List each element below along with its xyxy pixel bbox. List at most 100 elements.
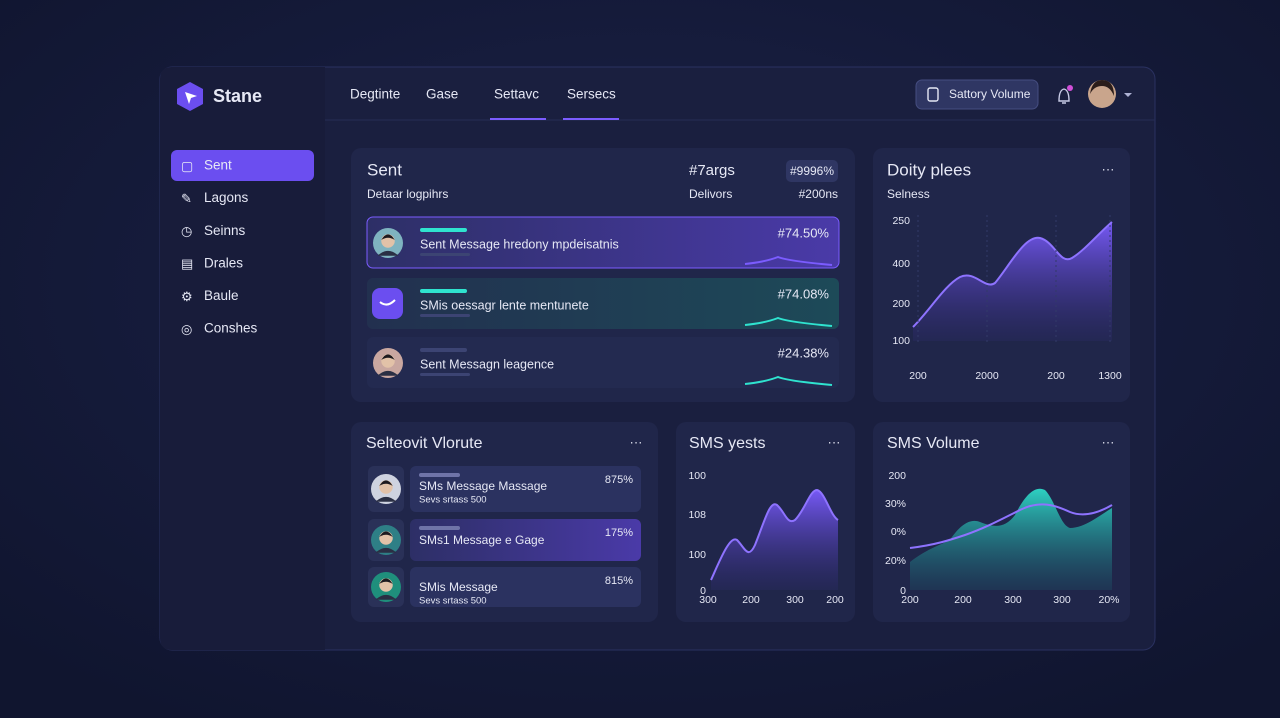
x-tick-label: 300 [1053, 594, 1071, 606]
sent-row[interactable] [366, 216, 840, 269]
nav-tab[interactable]: Gase [426, 87, 458, 102]
row-value: 875% [605, 474, 633, 486]
y-tick-label: 0 [900, 585, 906, 597]
card-title: Doity plees [887, 160, 971, 179]
notification-dot [1067, 85, 1073, 91]
y-tick-label: 100 [688, 470, 706, 482]
nav-tab[interactable]: Degtinte [350, 87, 400, 102]
y-tick-label: 0 [700, 585, 706, 597]
row-subtext: Sevs srtass 500 [419, 495, 487, 506]
row-text: SMs Message Massage [419, 479, 547, 493]
row-bar [420, 289, 467, 293]
nav-tab[interactable]: Sersecs [567, 87, 616, 102]
avatar-body [375, 594, 397, 600]
card-subtitle: Selness [887, 187, 930, 201]
y-tick-label: 30% [885, 498, 906, 510]
y-tick-label: 200 [888, 470, 906, 482]
x-tick-label: 1300 [1098, 370, 1122, 382]
avatar-body [375, 547, 397, 553]
y-tick-label: 200 [892, 298, 910, 310]
volume-button[interactable] [915, 79, 1039, 110]
card-menu[interactable]: ··· [828, 434, 841, 449]
row-bar-sub [420, 373, 470, 376]
card-title: SMS Volume [887, 435, 980, 452]
area-line [912, 221, 1113, 328]
row-value: 815% [605, 575, 633, 587]
sent-row[interactable] [367, 278, 839, 329]
column-title: #7args [689, 162, 735, 179]
sidebar-icon: ✎ [181, 191, 192, 206]
row-text: Sent Messagn leagence [420, 357, 554, 371]
sidebar-item-active[interactable] [171, 150, 314, 181]
x-tick-label: 200 [742, 594, 760, 606]
y-tick-label: 0% [891, 526, 906, 538]
row-value: #74.08% [778, 286, 830, 301]
button-label: Sattory Volume [949, 87, 1031, 101]
badge-subtitle: #200ns [799, 187, 838, 201]
row-text: SMis Message [419, 580, 498, 594]
card-menu[interactable]: ··· [1102, 434, 1115, 449]
row-icon-glyph [379, 299, 396, 306]
sidebar-item[interactable]: Seinns [204, 223, 246, 238]
row-sparkline [744, 375, 833, 386]
x-tick-label: 20% [1098, 594, 1119, 606]
x-tick-label: 300 [786, 594, 804, 606]
sidebar-item[interactable]: Drales [204, 255, 243, 270]
sidebar-icon: ⚙ [181, 289, 193, 304]
list-row[interactable] [410, 466, 641, 512]
card-menu[interactable]: ··· [630, 434, 643, 449]
avatar-hair [381, 234, 395, 240]
badge-label: #9996% [790, 164, 834, 178]
avatar-body [377, 250, 399, 256]
row-bar-sub [420, 314, 470, 317]
avatar-hair [1090, 80, 1114, 96]
x-tick-label: 2000 [975, 370, 999, 382]
x-tick-label: 200 [909, 370, 927, 382]
card-title: Selteovit Vlorute [366, 435, 483, 452]
sidebar-item[interactable]: Baule [204, 288, 239, 303]
avatar-hair [379, 480, 393, 486]
x-tick-label: 200 [901, 594, 919, 606]
x-tick-label: 200 [1047, 370, 1065, 382]
list-row[interactable] [410, 519, 641, 561]
card-subtitle: Detaar logpihrs [367, 187, 448, 201]
button-icon [927, 87, 939, 102]
row-sparkline [744, 255, 833, 266]
nav-tab[interactable]: Settavc [494, 87, 539, 102]
column-subtitle: Delivors [689, 187, 732, 201]
line-chart [909, 503, 1113, 549]
y-tick-label: 108 [688, 509, 706, 521]
card-menu[interactable]: ··· [1102, 161, 1115, 176]
area-chart [913, 222, 1112, 341]
bell-icon[interactable] [1058, 88, 1070, 104]
avatar-body [377, 370, 399, 376]
y-tick-label: 250 [892, 215, 910, 227]
y-tick-label: 100 [892, 335, 910, 347]
sidebar-icon: ◷ [181, 224, 192, 239]
sidebar-icon: ▢ [181, 158, 193, 173]
dropdown-caret[interactable] [1124, 93, 1132, 97]
row-text: SMis oessagr lente mentunete [420, 298, 589, 312]
brand-name: Stane [213, 86, 262, 106]
x-tick-label: 200 [954, 594, 972, 606]
y-tick-label: 20% [885, 555, 906, 567]
sidebar-item[interactable]: Conshes [204, 321, 258, 336]
row-text: SMs1 Message e Gage [419, 533, 545, 547]
row-value: #24.38% [778, 345, 830, 360]
list-row[interactable] [410, 567, 641, 607]
sidebar-icon: ◎ [181, 321, 192, 336]
row-bar [419, 473, 460, 477]
x-tick-label: 200 [826, 594, 844, 606]
sidebar-item[interactable]: Lagons [204, 190, 249, 205]
card-title: Sent [367, 160, 402, 179]
row-bar-sub [420, 253, 470, 256]
sent-row[interactable] [367, 337, 839, 388]
x-tick-label: 300 [1004, 594, 1022, 606]
sidebar-item[interactable]: Sent [204, 158, 232, 173]
y-tick-label: 100 [688, 549, 706, 561]
badge [786, 160, 838, 182]
area-line [710, 488, 839, 581]
